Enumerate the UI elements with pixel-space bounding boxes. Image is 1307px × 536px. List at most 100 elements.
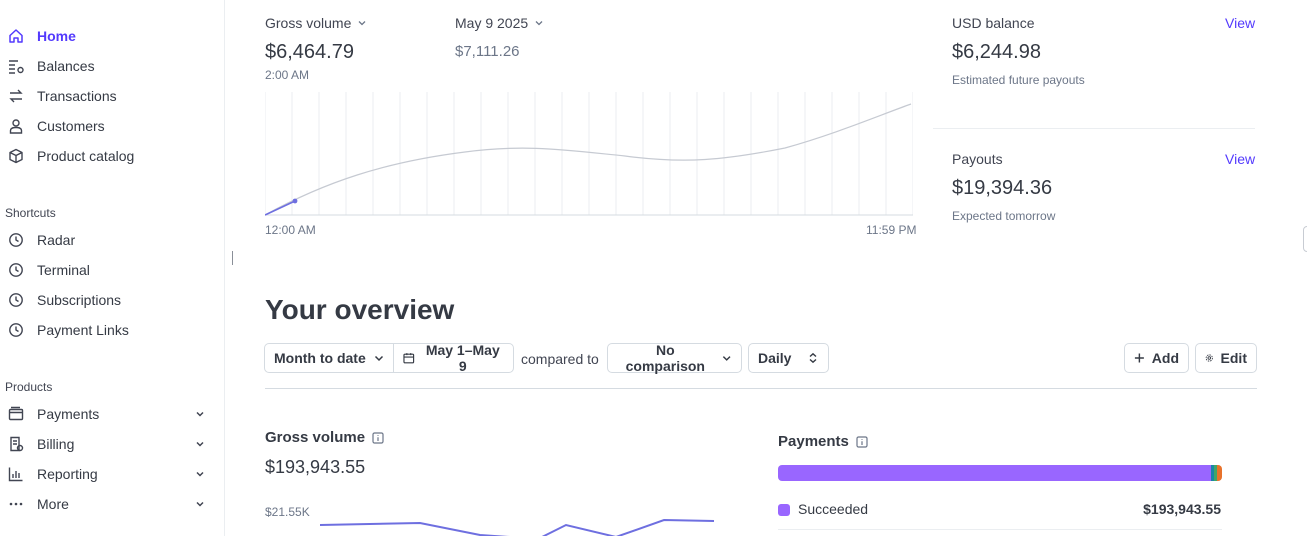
payments-label: Payments [778, 433, 849, 450]
clock-icon [6, 230, 26, 250]
date-picker-label: May 1–May 9 [425, 342, 500, 374]
sidebar-item-label: Terminal [37, 262, 90, 278]
chevron-down-icon [358, 21, 366, 26]
payouts-subtitle: Expected tomorrow [952, 209, 1056, 223]
sidebar-item-label: Balances [37, 58, 95, 74]
payments-bar-segment [1216, 465, 1222, 481]
payouts-view-link[interactable]: View [1225, 151, 1256, 167]
payouts-title: Payouts [952, 151, 1003, 167]
home-icon [6, 26, 26, 46]
today-series-line [265, 200, 296, 216]
chevron-down-icon[interactable] [194, 498, 206, 510]
info-icon[interactable] [856, 435, 868, 448]
interval-label: Daily [758, 350, 792, 366]
side-panel-tab[interactable] [1303, 226, 1307, 252]
today-chart[interactable] [265, 92, 913, 218]
transactions-icon [6, 86, 26, 106]
sidebar-resize-handle[interactable] [232, 251, 233, 265]
sidebar-item-home[interactable]: Home [6, 24, 210, 48]
compare-series-line [265, 103, 912, 216]
sidebar: Home Balances Transactions Customers Pro… [0, 0, 225, 536]
comparison-dropdown[interactable]: No comparison [607, 342, 742, 374]
gross-volume-axis-top: $21.55K [265, 505, 310, 519]
sidebar-item-balances[interactable]: Balances [6, 54, 210, 78]
compare-date-selector[interactable]: May 9 2025 [455, 15, 544, 31]
sidebar-item-label: Transactions [37, 88, 117, 104]
usd-balance-view-link[interactable]: View [1225, 15, 1256, 31]
sidebar-item-radar[interactable]: Radar [6, 228, 210, 252]
wallet-icon [6, 404, 26, 424]
sidebar-item-label: Customers [37, 118, 105, 134]
payouts-value: $19,394.36 [952, 177, 1053, 199]
legend-divider [778, 529, 1222, 530]
sidebar-item-label: Billing [37, 436, 75, 452]
date-picker-button[interactable]: May 1–May 9 [393, 342, 514, 374]
metric-time: 2:00 AM [265, 68, 310, 82]
chevron-down-icon [374, 355, 383, 362]
comparison-label: No comparison [625, 342, 705, 374]
metric-value: $6,464.79 [265, 41, 354, 63]
box-icon [6, 146, 26, 166]
plus-icon [1134, 353, 1144, 363]
overview-title: Your overview [265, 294, 455, 325]
current-point-marker [292, 198, 298, 204]
gross-volume-title: Gross volume [265, 429, 384, 446]
balance-divider [933, 128, 1255, 129]
calendar-icon [403, 353, 415, 364]
payments-status-bar[interactable] [778, 465, 1222, 481]
sidebar-item-product-catalog[interactable]: Product catalog [6, 144, 210, 168]
sidebar-item-billing[interactable]: Billing [6, 432, 210, 456]
interval-select[interactable]: Daily [748, 343, 829, 373]
add-label: Add [1151, 350, 1179, 366]
overview-divider [265, 388, 1257, 389]
chevron-down-icon[interactable] [194, 438, 206, 450]
succeeded-label: Succeeded [798, 501, 869, 517]
metric-selector[interactable]: Gross volume [265, 15, 367, 31]
payments-bar-succeeded [778, 465, 1211, 481]
edit-button[interactable]: Edit [1195, 343, 1257, 373]
compare-date-label: May 9 2025 [455, 15, 529, 31]
gross-volume-label: Gross volume [265, 429, 366, 446]
metric-label: Gross volume [265, 15, 352, 31]
sidebar-item-reporting[interactable]: Reporting [6, 462, 210, 486]
sidebar-item-payment-links[interactable]: Payment Links [6, 318, 210, 342]
sidebar-item-more[interactable]: More [6, 492, 210, 516]
balances-icon [6, 56, 26, 76]
edit-label: Edit [1220, 350, 1247, 366]
chevron-up-down-icon [809, 352, 817, 364]
payments-legend-succeeded[interactable]: Succeeded $193,943.55 [778, 501, 1221, 519]
sidebar-item-label: Payment Links [37, 322, 129, 338]
axis-start-label: 12:00 AM [265, 223, 316, 237]
chevron-down-icon[interactable] [194, 408, 206, 420]
axis-end-label: 11:59 PM [866, 223, 917, 237]
sidebar-item-terminal[interactable]: Terminal [6, 258, 210, 282]
shortcuts-heading: Shortcuts [5, 206, 56, 220]
gross-volume-series-line [320, 518, 715, 536]
sidebar-item-label: Reporting [37, 466, 98, 482]
gear-icon [1205, 354, 1213, 362]
date-range-label: Month to date [274, 350, 366, 366]
usd-balance-title: USD balance [952, 15, 1035, 31]
sidebar-item-label: More [37, 496, 69, 512]
sidebar-item-label: Subscriptions [37, 292, 122, 308]
clock-icon [6, 290, 26, 310]
info-icon[interactable] [372, 431, 384, 444]
clock-icon [6, 260, 26, 280]
add-button[interactable]: Add [1124, 343, 1189, 373]
sidebar-item-label: Radar [37, 232, 76, 248]
sidebar-item-subscriptions[interactable]: Subscriptions [6, 288, 210, 312]
sidebar-item-label: Home [37, 28, 76, 44]
usd-balance-value: $6,244.98 [952, 41, 1041, 63]
products-heading: Products [5, 380, 53, 394]
compared-to-text: compared to [521, 351, 599, 367]
chevron-down-icon[interactable] [194, 468, 206, 480]
sidebar-item-transactions[interactable]: Transactions [6, 84, 210, 108]
sidebar-item-payments[interactable]: Payments [6, 402, 210, 426]
chevron-down-icon [722, 356, 731, 361]
compare-value: $7,111.26 [455, 43, 520, 60]
gross-volume-chart[interactable] [320, 505, 720, 536]
person-icon [6, 116, 26, 136]
sidebar-item-label: Payments [37, 406, 100, 422]
sidebar-item-customers[interactable]: Customers [6, 114, 210, 138]
date-range-dropdown[interactable]: Month to date [264, 343, 394, 373]
